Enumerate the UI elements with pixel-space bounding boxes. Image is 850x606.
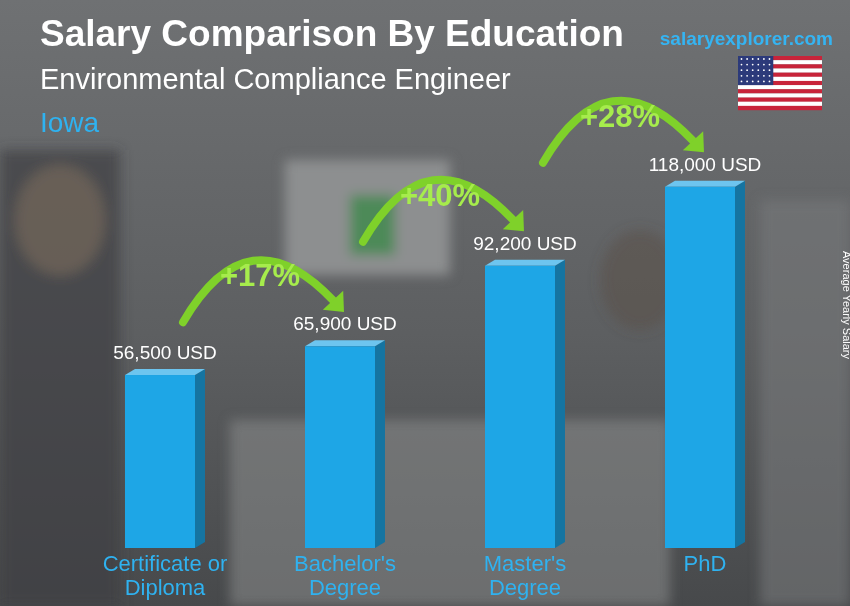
category-line: PhD [684, 551, 727, 576]
bar-side [195, 369, 205, 548]
value-label: 56,500 USD [113, 342, 217, 363]
flag-stripe [738, 98, 822, 102]
arrow-head [503, 210, 524, 231]
flag-star [757, 69, 759, 71]
flag-star [752, 81, 754, 83]
bar [665, 187, 735, 548]
flag-star [746, 58, 748, 60]
value-label: 65,900 USD [293, 313, 397, 334]
annotation: +28% [580, 99, 660, 134]
flag-stripe [738, 89, 822, 93]
flag-stripe [738, 102, 822, 106]
category-label: Certificate orDiploma [103, 551, 228, 600]
annotations: +17% +40% +28% [183, 99, 704, 323]
category-line: Certificate or [103, 551, 228, 576]
annotation: +40% [400, 178, 480, 213]
bar-top [305, 340, 385, 346]
annotation: +17% [220, 258, 300, 293]
flag-star [757, 75, 759, 77]
arrow-head [323, 291, 344, 312]
category-label: PhD [684, 551, 727, 576]
flag-star [752, 69, 754, 71]
bar [125, 375, 195, 548]
brand: salaryexplorer.com [660, 28, 833, 49]
subtitle: Environmental Compliance Engineer [40, 63, 511, 95]
y-axis-label: Average Yearly Salary [841, 251, 850, 360]
flag-stripe [738, 93, 822, 97]
flag-star [769, 64, 771, 66]
flag-star [741, 81, 743, 83]
bar-side [555, 260, 565, 548]
flag-star [763, 64, 765, 66]
arrow-head [683, 131, 704, 152]
flag-stripe [738, 106, 822, 110]
background [0, 0, 850, 606]
value-label: 92,200 USD [473, 233, 577, 254]
bar-top [485, 260, 565, 266]
background-photo [0, 150, 850, 606]
category-line: Master's [484, 551, 566, 576]
bar-top [665, 181, 745, 187]
bar-side [735, 181, 745, 548]
flag [738, 56, 822, 110]
bars [125, 181, 745, 548]
flag-star [741, 69, 743, 71]
title: Salary Comparison By Education [40, 13, 624, 54]
flag-star [763, 69, 765, 71]
flag-star [757, 81, 759, 83]
table [230, 420, 670, 606]
flag-star [763, 58, 765, 60]
flag-star [746, 81, 748, 83]
flag-stripe [738, 85, 822, 89]
bar-side [375, 340, 385, 548]
location: Iowa [40, 107, 100, 138]
category-line: Degree [309, 575, 381, 600]
flag-star [746, 64, 748, 66]
flag-star [769, 75, 771, 77]
category-line: Degree [489, 575, 561, 600]
flag-star [769, 58, 771, 60]
person [760, 200, 850, 606]
category-line: Diploma [125, 575, 206, 600]
flag-star [746, 75, 748, 77]
bar [305, 346, 375, 548]
flag-star [752, 75, 754, 77]
person [15, 165, 105, 275]
category-label: Master'sDegree [484, 551, 566, 600]
bar-top [125, 369, 205, 375]
flag-star [741, 58, 743, 60]
flag-star [763, 75, 765, 77]
category-line: Bachelor's [294, 551, 396, 576]
flag-star [763, 81, 765, 83]
flag-canton [738, 56, 773, 85]
flag-star [752, 64, 754, 66]
flag-star [757, 58, 759, 60]
flag-star [757, 64, 759, 66]
bar [485, 266, 555, 548]
flag-star [752, 58, 754, 60]
flag-star [741, 64, 743, 66]
flag-star [741, 75, 743, 77]
value-label: 118,000 USD [649, 154, 762, 175]
person [0, 150, 120, 606]
category-label: Bachelor'sDegree [294, 551, 396, 600]
flag-star [746, 69, 748, 71]
flag-star [769, 81, 771, 83]
chart: Salary Comparison By Education Environmen… [0, 0, 850, 606]
flag-star [769, 69, 771, 71]
